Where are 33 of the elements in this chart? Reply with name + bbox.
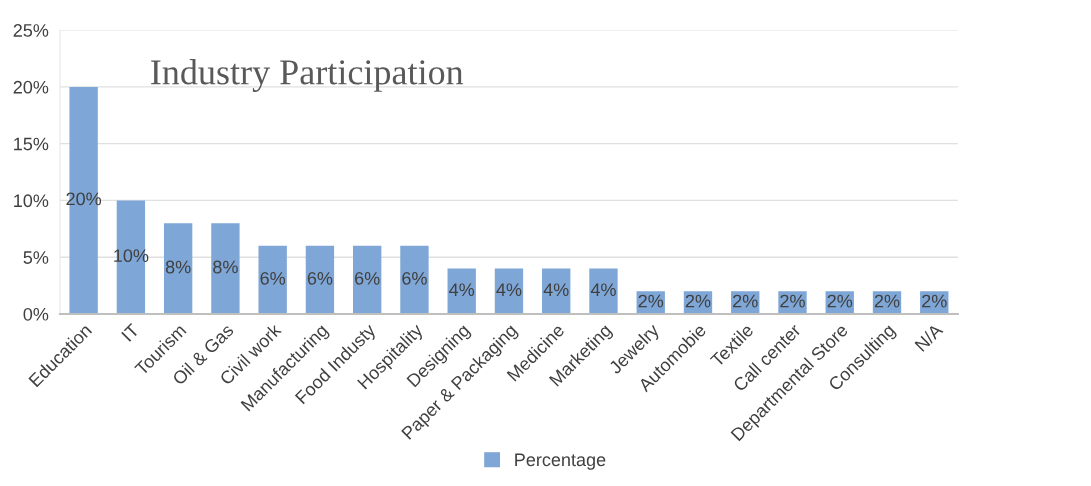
legend-label: Percentage [515, 453, 606, 470]
x-tick-label: N/A [914, 322, 944, 352]
y-tick-label: 25% [13, 24, 49, 37]
data-label: 2% [733, 294, 758, 308]
data-label: 6% [307, 271, 333, 285]
bar [258, 245, 287, 314]
data-label: 2% [780, 294, 805, 308]
bar [589, 268, 618, 314]
data-label: 4% [543, 283, 569, 297]
data-label: 2% [922, 294, 947, 308]
bar [305, 245, 335, 314]
text: Industry Participation [151, 59, 464, 92]
data-label: 2% [874, 294, 900, 308]
y-tick-label: 10% [14, 194, 49, 208]
data-label: 8% [213, 260, 238, 274]
data-label: 4% [496, 283, 522, 297]
y-tick-label: 20% [13, 80, 49, 94]
data-label: 4% [449, 283, 475, 297]
data-label: 6% [402, 271, 427, 285]
bar [163, 223, 193, 314]
data-label: 4% [590, 283, 616, 297]
bar [211, 223, 240, 314]
y-tick-label: 5% [23, 251, 49, 264]
data-label: 2% [827, 294, 853, 308]
bar [400, 245, 429, 314]
data-label: 8% [165, 260, 191, 274]
data-label: 2% [685, 294, 711, 308]
bar [353, 245, 382, 314]
y-tick-label: 0% [23, 307, 49, 321]
data-label: 6% [355, 271, 380, 285]
data-label: 6% [260, 271, 286, 285]
y-tick-label: 15% [14, 137, 49, 151]
data-label: 2% [638, 294, 664, 308]
